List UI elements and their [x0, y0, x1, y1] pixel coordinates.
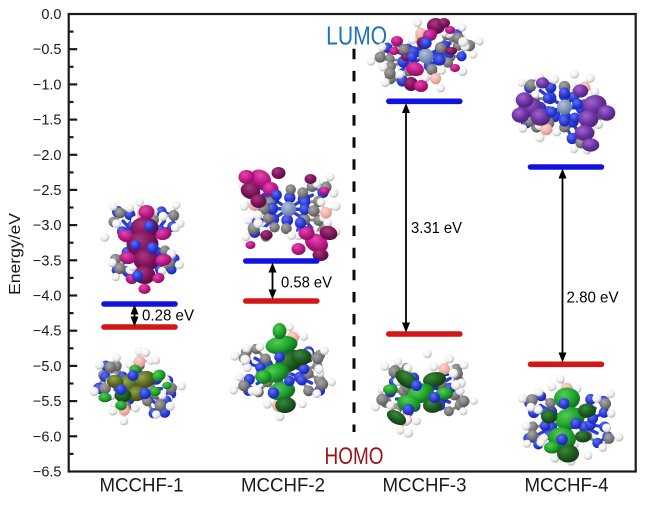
- svg-text:HOMO: HOMO: [325, 443, 384, 470]
- svg-text:−3.5: −3.5: [33, 253, 62, 269]
- svg-text:MCCHF-2: MCCHF-2: [241, 476, 325, 497]
- svg-text:−6.0: −6.0: [33, 429, 62, 445]
- svg-text:−4.5: −4.5: [33, 324, 62, 340]
- svg-text:3.31 eV: 3.31 eV: [411, 220, 462, 237]
- svg-text:2.80 eV: 2.80 eV: [567, 290, 619, 307]
- svg-text:MCCHF-4: MCCHF-4: [525, 476, 609, 497]
- svg-text:−4.0: −4.0: [33, 289, 62, 305]
- svg-text:0.0: 0.0: [41, 7, 61, 23]
- svg-text:0.28 eV: 0.28 eV: [142, 308, 194, 325]
- svg-text:LUMO: LUMO: [326, 22, 387, 50]
- svg-text:−5.5: −5.5: [33, 394, 62, 410]
- svg-text:−6.5: −6.5: [33, 464, 62, 480]
- svg-text:Energy/eV: Energy/eV: [7, 213, 24, 295]
- svg-text:−2.5: −2.5: [33, 183, 62, 199]
- svg-text:−3.0: −3.0: [33, 218, 62, 234]
- svg-text:−0.5: −0.5: [33, 42, 62, 58]
- svg-text:0.58 eV: 0.58 eV: [281, 275, 332, 292]
- svg-text:MCCHF-3: MCCHF-3: [383, 476, 467, 497]
- svg-text:MCCHF-1: MCCHF-1: [100, 476, 184, 497]
- svg-text:−1.0: −1.0: [33, 77, 62, 93]
- svg-text:−1.5: −1.5: [33, 113, 62, 129]
- svg-text:−2.0: −2.0: [33, 148, 62, 164]
- svg-text:−5.0: −5.0: [33, 359, 62, 375]
